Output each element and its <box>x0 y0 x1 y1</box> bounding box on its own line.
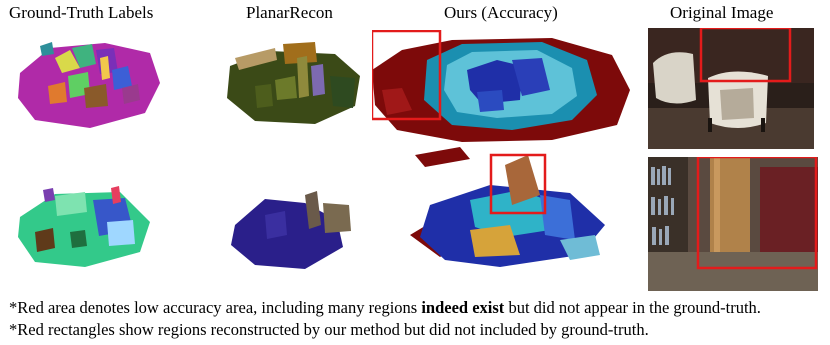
highlight-rect-2 <box>699 28 792 83</box>
caption-line-2: *Red rectangles show regions reconstruct… <box>9 320 649 339</box>
header-ours-accuracy: Ours (Accuracy) <box>444 3 558 22</box>
planarrecon-scene-1 <box>215 36 375 136</box>
ours-accuracy-scene-2 <box>410 145 610 273</box>
header-ground-truth: Ground-Truth Labels <box>9 3 154 22</box>
gt-labels-scene-1 <box>10 28 170 138</box>
gt-labels-scene-2 <box>15 182 155 272</box>
original-image-scene-1 <box>648 28 814 149</box>
highlight-rect-4 <box>696 157 818 270</box>
header-planarrecon: PlanarRecon <box>246 3 333 22</box>
caption-line-1: *Red area denotes low accuracy area, inc… <box>9 298 761 317</box>
original-image-scene-2 <box>648 157 818 291</box>
highlight-rect-3 <box>489 153 547 215</box>
header-original-image: Original Image <box>670 3 774 22</box>
planarrecon-scene-2 <box>225 185 365 275</box>
ours-accuracy-scene-1 <box>372 30 634 145</box>
highlight-rect-1 <box>372 30 442 121</box>
